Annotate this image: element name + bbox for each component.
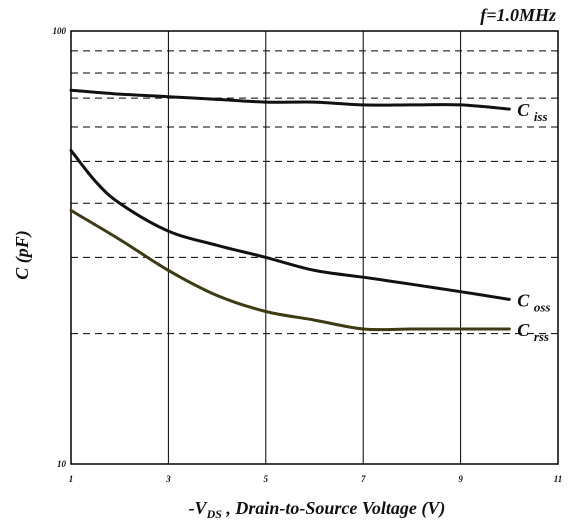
tick-labels: 1 3 5 7 9 11 10 100 xyxy=(53,26,563,484)
series-label-oss: C oss xyxy=(517,290,550,314)
x-tick-label: 7 xyxy=(361,474,366,484)
x-tick-label: 5 xyxy=(264,474,269,484)
x-axis-title-prefix: -V xyxy=(189,498,209,518)
y-axis-title: C (pF) xyxy=(12,230,33,280)
series-label-sub: iss xyxy=(534,109,548,124)
series-label-main: C xyxy=(517,290,534,310)
frequency-annotation: f=1.0MHz xyxy=(480,5,556,25)
x-axis-title: -VDS , Drain-to-Source Voltage (V) xyxy=(189,498,446,521)
x-tick-label: 9 xyxy=(458,474,463,484)
series-label-sub: oss xyxy=(534,299,551,314)
x-axis-title-suffix: , Drain-to-Source Voltage (V) xyxy=(222,498,446,519)
series-label-rss: C rss xyxy=(517,320,549,344)
x-tick-label: 1 xyxy=(69,474,74,484)
series-line-oss xyxy=(69,148,511,301)
x-tick-label: 3 xyxy=(165,474,171,484)
y-tick-label: 10 xyxy=(57,459,67,469)
series-label-sub: rss xyxy=(534,329,549,344)
series-label-main: C xyxy=(517,100,534,120)
series-label-iss: C iss xyxy=(517,100,547,124)
series-group xyxy=(69,88,511,332)
x-tick-label: 11 xyxy=(554,474,563,484)
series-label-main: C xyxy=(517,320,534,340)
series-line-rss xyxy=(69,209,511,332)
y-tick-label: 100 xyxy=(53,26,67,36)
x-axis-title-sub: DS xyxy=(206,507,223,521)
series-line-iss xyxy=(69,88,511,111)
